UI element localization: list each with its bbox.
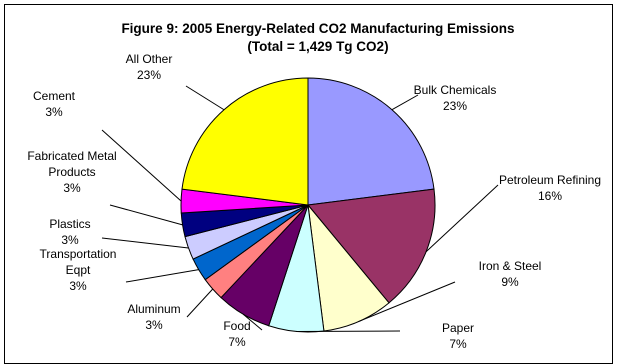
leader-line-aluminum	[187, 289, 213, 317]
pie-chart: Figure 9: 2005 Energy-Related CO2 Manufa…	[0, 0, 617, 356]
leader-line-fabricated-metal-products	[110, 205, 183, 225]
leader-line-bulk-chemicals	[392, 95, 418, 110]
leader-line-transportation-eqpt	[126, 270, 199, 282]
leader-line-cement	[102, 130, 181, 201]
leader-line-petroleum-refining	[426, 185, 498, 252]
pie-slice-all-other	[182, 78, 308, 205]
leader-line-all-other	[186, 86, 224, 110]
pie-slices	[181, 78, 435, 332]
chart-title: Figure 9: 2005 Energy-Related CO2 Manufa…	[121, 21, 514, 36]
chart-subtitle: (Total = 1,429 Tg CO2)	[247, 39, 388, 54]
